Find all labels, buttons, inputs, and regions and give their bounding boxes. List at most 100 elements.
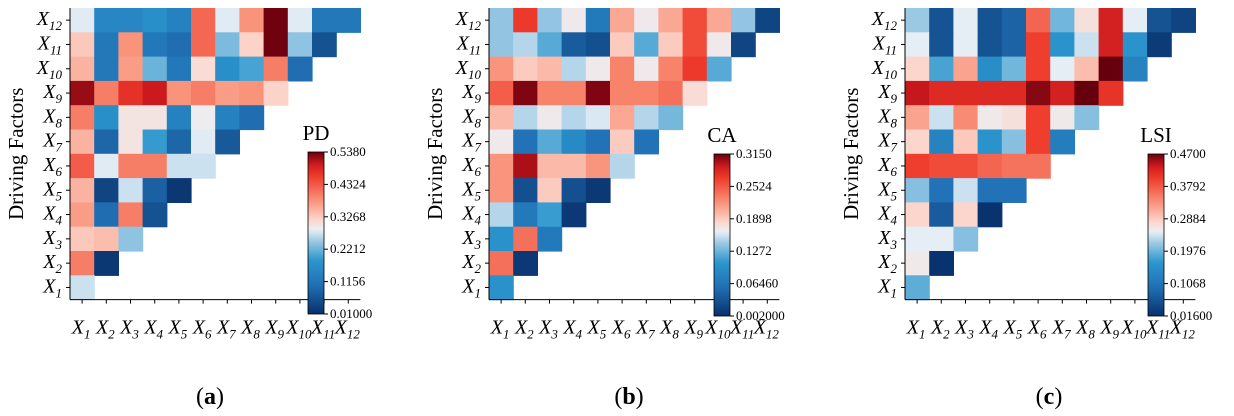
heatmap-cell: [489, 105, 514, 131]
y-tick-label: X4: [42, 203, 62, 228]
heatmap-cell: [166, 8, 192, 33]
heatmap-cell: [977, 129, 1003, 155]
heatmap-cell: [94, 129, 119, 155]
heatmap-cell: [215, 8, 240, 33]
heatmap-cell: [610, 32, 635, 58]
heatmap-cell: [610, 105, 635, 131]
colorbar-tick-label: 0.2884: [1170, 211, 1206, 226]
heatmap-cell: [142, 32, 168, 58]
heatmap-cell: [682, 56, 708, 82]
heatmap-cell: [215, 129, 240, 155]
x-tick-label: X5: [1003, 317, 1023, 342]
heatmap-cell: [610, 80, 635, 106]
heatmap-cell: [239, 8, 265, 33]
heatmap-cell: [929, 56, 954, 82]
heatmap-cell: [1098, 8, 1124, 33]
y-tick-label: X9: [877, 81, 897, 106]
heatmap-cell: [94, 105, 119, 131]
heatmap-cell: [70, 105, 95, 131]
heatmap-cell: [489, 153, 514, 179]
heatmap-cell: [977, 56, 1003, 82]
heatmap-cell: [513, 153, 538, 179]
heatmap-cell: [561, 80, 587, 106]
y-tick-label: X2: [42, 251, 62, 276]
heatmap-cell: [94, 80, 119, 106]
y-tick-label: X12: [455, 8, 482, 33]
heatmap-cell: [905, 32, 930, 58]
x-tick-label: X9: [683, 317, 703, 342]
heatmap-cell: [1026, 153, 1051, 179]
heatmap-cell: [585, 56, 611, 82]
heatmap-cell: [1074, 105, 1100, 131]
heatmap-cell: [585, 178, 611, 203]
heatmap-cell: [263, 56, 289, 82]
y-tick-label: X7: [42, 130, 62, 155]
heatmap-cell: [953, 178, 979, 203]
y-tick-label: X6: [461, 154, 481, 179]
colorbar-tick-label: 0.1898: [736, 211, 772, 226]
heatmap-cell: [929, 153, 954, 179]
heatmap-cell: [1050, 32, 1075, 58]
heatmap-cell: [953, 32, 979, 58]
heatmap-cell: [312, 32, 337, 58]
heatmap-cell: [263, 80, 289, 106]
colorbar-tick-label: 0.4324: [330, 176, 366, 191]
colorbar-tick-label: 0.4700: [1170, 146, 1206, 161]
y-tick-label: X2: [877, 251, 897, 276]
y-tick-label: X10: [36, 57, 63, 82]
y-tick-label: X1: [461, 275, 481, 300]
heatmap-cell: [118, 129, 144, 155]
heatmap-cell: [537, 226, 563, 252]
y-tick-label: X8: [461, 105, 481, 130]
colorbar-tick-label: 0.5380: [330, 144, 366, 159]
heatmap-cell: [905, 8, 930, 33]
y-tick-label: X11: [872, 32, 897, 57]
heatmap-cell: [70, 129, 95, 155]
heatmap-cell: [118, 56, 144, 82]
y-axis-title: Driving Factors: [4, 88, 28, 220]
x-tick-label: X4: [562, 317, 582, 342]
heatmap-cell: [953, 56, 979, 82]
heatmap-cell: [755, 8, 780, 33]
heatmap-cell: [1074, 32, 1100, 58]
heatmap-cell: [682, 8, 708, 33]
x-tick-label: X1: [906, 317, 926, 342]
colorbar-tick-label: 0.2524: [736, 178, 772, 193]
x-tick-label: X7: [635, 317, 655, 342]
y-tick-label: X3: [42, 227, 62, 252]
heatmap-cell: [977, 202, 1003, 228]
heatmap-cell: [658, 8, 684, 33]
heatmap-cell: [634, 56, 659, 82]
colorbar: [713, 153, 731, 317]
heatmap-cell: [489, 80, 514, 106]
heatmap-cell: [513, 226, 538, 252]
heatmap-cell: [142, 178, 168, 203]
y-tick-label: X9: [461, 81, 481, 106]
heatmap-cell: [191, 80, 216, 106]
heatmap-cell: [166, 32, 192, 58]
heatmap-cell: [1050, 8, 1075, 33]
heatmap-cell: [658, 32, 684, 58]
x-tick-label: X6: [192, 317, 212, 342]
heatmap-cell: [634, 129, 659, 155]
heatmap-cell: [489, 226, 514, 252]
heatmap-cell: [94, 251, 119, 276]
heatmap-cell: [1074, 80, 1100, 106]
panel-caption: (b): [614, 384, 643, 410]
heatmap-cell: [513, 178, 538, 203]
heatmap-cell: [585, 8, 611, 33]
heatmap-cell: [658, 56, 684, 82]
x-tick-label: X12: [334, 317, 361, 342]
heatmap-cell: [142, 80, 168, 106]
heatmap-cell: [561, 105, 587, 131]
heatmap-cell: [537, 153, 563, 179]
heatmap-cell: [1001, 8, 1027, 33]
heatmap-cell: [94, 8, 119, 33]
x-tick-label: X1: [71, 317, 91, 342]
y-tick-label: X3: [461, 227, 481, 252]
heatmap-cell: [513, 202, 538, 228]
heatmap-cell: [977, 80, 1003, 106]
heatmap-cell: [585, 129, 611, 155]
heatmap-cell: [263, 8, 289, 33]
